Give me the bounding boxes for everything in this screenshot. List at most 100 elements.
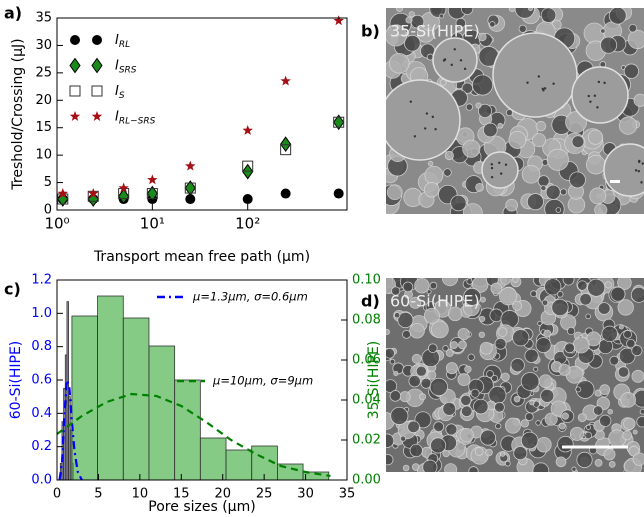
fit-line bbox=[58, 379, 83, 481]
pore bbox=[445, 362, 458, 375]
pore bbox=[409, 296, 422, 309]
pore bbox=[620, 392, 637, 408]
pore bbox=[407, 420, 420, 434]
large-pore bbox=[571, 66, 629, 124]
pore bbox=[478, 315, 486, 323]
large-pore bbox=[432, 37, 478, 83]
pore bbox=[485, 448, 493, 457]
pore bbox=[450, 341, 458, 349]
pore bbox=[500, 451, 506, 457]
pore bbox=[409, 322, 425, 339]
data-point bbox=[184, 180, 196, 196]
panel-label: c) bbox=[4, 280, 21, 299]
pore bbox=[494, 337, 507, 350]
legend-label: μ=1.3μm, σ=0.6μm bbox=[192, 290, 308, 304]
large-pore bbox=[492, 32, 578, 118]
pore bbox=[541, 299, 549, 306]
legend-marker bbox=[92, 35, 102, 45]
pore bbox=[599, 414, 612, 427]
pore bbox=[393, 370, 399, 377]
pore bbox=[546, 148, 569, 171]
pore bbox=[636, 416, 644, 428]
pore bbox=[405, 16, 413, 24]
legend-marker bbox=[91, 57, 103, 74]
histogram-bar bbox=[148, 345, 176, 481]
pore bbox=[431, 320, 449, 339]
image-label: 35-Si(HIPE) bbox=[390, 22, 480, 41]
pore bbox=[489, 21, 496, 28]
pore bbox=[617, 299, 634, 316]
pore bbox=[557, 435, 574, 453]
window bbox=[490, 175, 494, 179]
pore bbox=[403, 34, 421, 52]
pore bbox=[445, 348, 454, 357]
pore bbox=[423, 307, 440, 324]
panel-label: d) bbox=[361, 292, 380, 311]
pore bbox=[570, 426, 585, 441]
pore bbox=[537, 175, 550, 188]
pore bbox=[607, 408, 613, 415]
x-axis-label: Pore sizes (μm) bbox=[148, 499, 255, 515]
window bbox=[542, 89, 545, 92]
pore bbox=[520, 419, 530, 428]
window bbox=[431, 115, 435, 119]
large-pore bbox=[481, 151, 519, 189]
pore bbox=[411, 353, 422, 364]
panel-label: b) bbox=[361, 22, 380, 41]
pore bbox=[427, 370, 437, 380]
pore bbox=[521, 164, 541, 184]
pore bbox=[556, 291, 564, 298]
pore bbox=[532, 133, 547, 148]
pore bbox=[395, 8, 403, 12]
pore bbox=[572, 336, 590, 354]
pore bbox=[423, 182, 440, 198]
window bbox=[490, 166, 494, 170]
y-tick-label: 20 bbox=[35, 93, 52, 108]
pore bbox=[632, 452, 644, 466]
window bbox=[597, 80, 601, 84]
pore bbox=[535, 337, 552, 354]
pore bbox=[628, 23, 638, 33]
pore bbox=[575, 386, 582, 393]
pore bbox=[513, 446, 528, 461]
pore bbox=[441, 278, 459, 287]
pore bbox=[600, 28, 606, 34]
y2-tick-label: 0.08 bbox=[352, 313, 381, 328]
pore bbox=[561, 412, 569, 420]
pore bbox=[585, 313, 591, 320]
pore bbox=[586, 154, 606, 175]
legend-label: ISRS bbox=[115, 58, 137, 75]
pore bbox=[444, 150, 454, 161]
data-point bbox=[184, 182, 196, 194]
data-point bbox=[333, 188, 344, 199]
pore bbox=[577, 280, 588, 291]
window bbox=[443, 58, 447, 61]
legend-label: IS bbox=[115, 84, 125, 101]
data-point bbox=[147, 174, 158, 185]
pore bbox=[543, 329, 552, 338]
window bbox=[641, 162, 644, 165]
pore bbox=[490, 282, 503, 295]
pore bbox=[447, 306, 463, 322]
legend-marker bbox=[91, 85, 103, 97]
pore bbox=[461, 8, 474, 15]
pore bbox=[608, 8, 627, 25]
data-point bbox=[146, 188, 158, 200]
pore bbox=[474, 447, 484, 456]
data-point bbox=[146, 185, 158, 202]
histogram-bar bbox=[225, 449, 253, 481]
pore bbox=[468, 466, 479, 472]
data-point bbox=[333, 116, 345, 128]
data-point bbox=[280, 188, 291, 199]
y-tick-label: 0 bbox=[44, 203, 52, 218]
panel-label: a) bbox=[4, 4, 22, 23]
legend-marker bbox=[69, 111, 81, 121]
pore bbox=[465, 103, 474, 111]
scale-bar bbox=[610, 180, 620, 183]
window bbox=[450, 63, 453, 67]
pore bbox=[527, 8, 533, 11]
pore bbox=[473, 398, 489, 415]
legend-label: μ=10μm, σ=9μm bbox=[212, 374, 313, 388]
pore bbox=[510, 358, 525, 373]
pore bbox=[508, 130, 527, 149]
